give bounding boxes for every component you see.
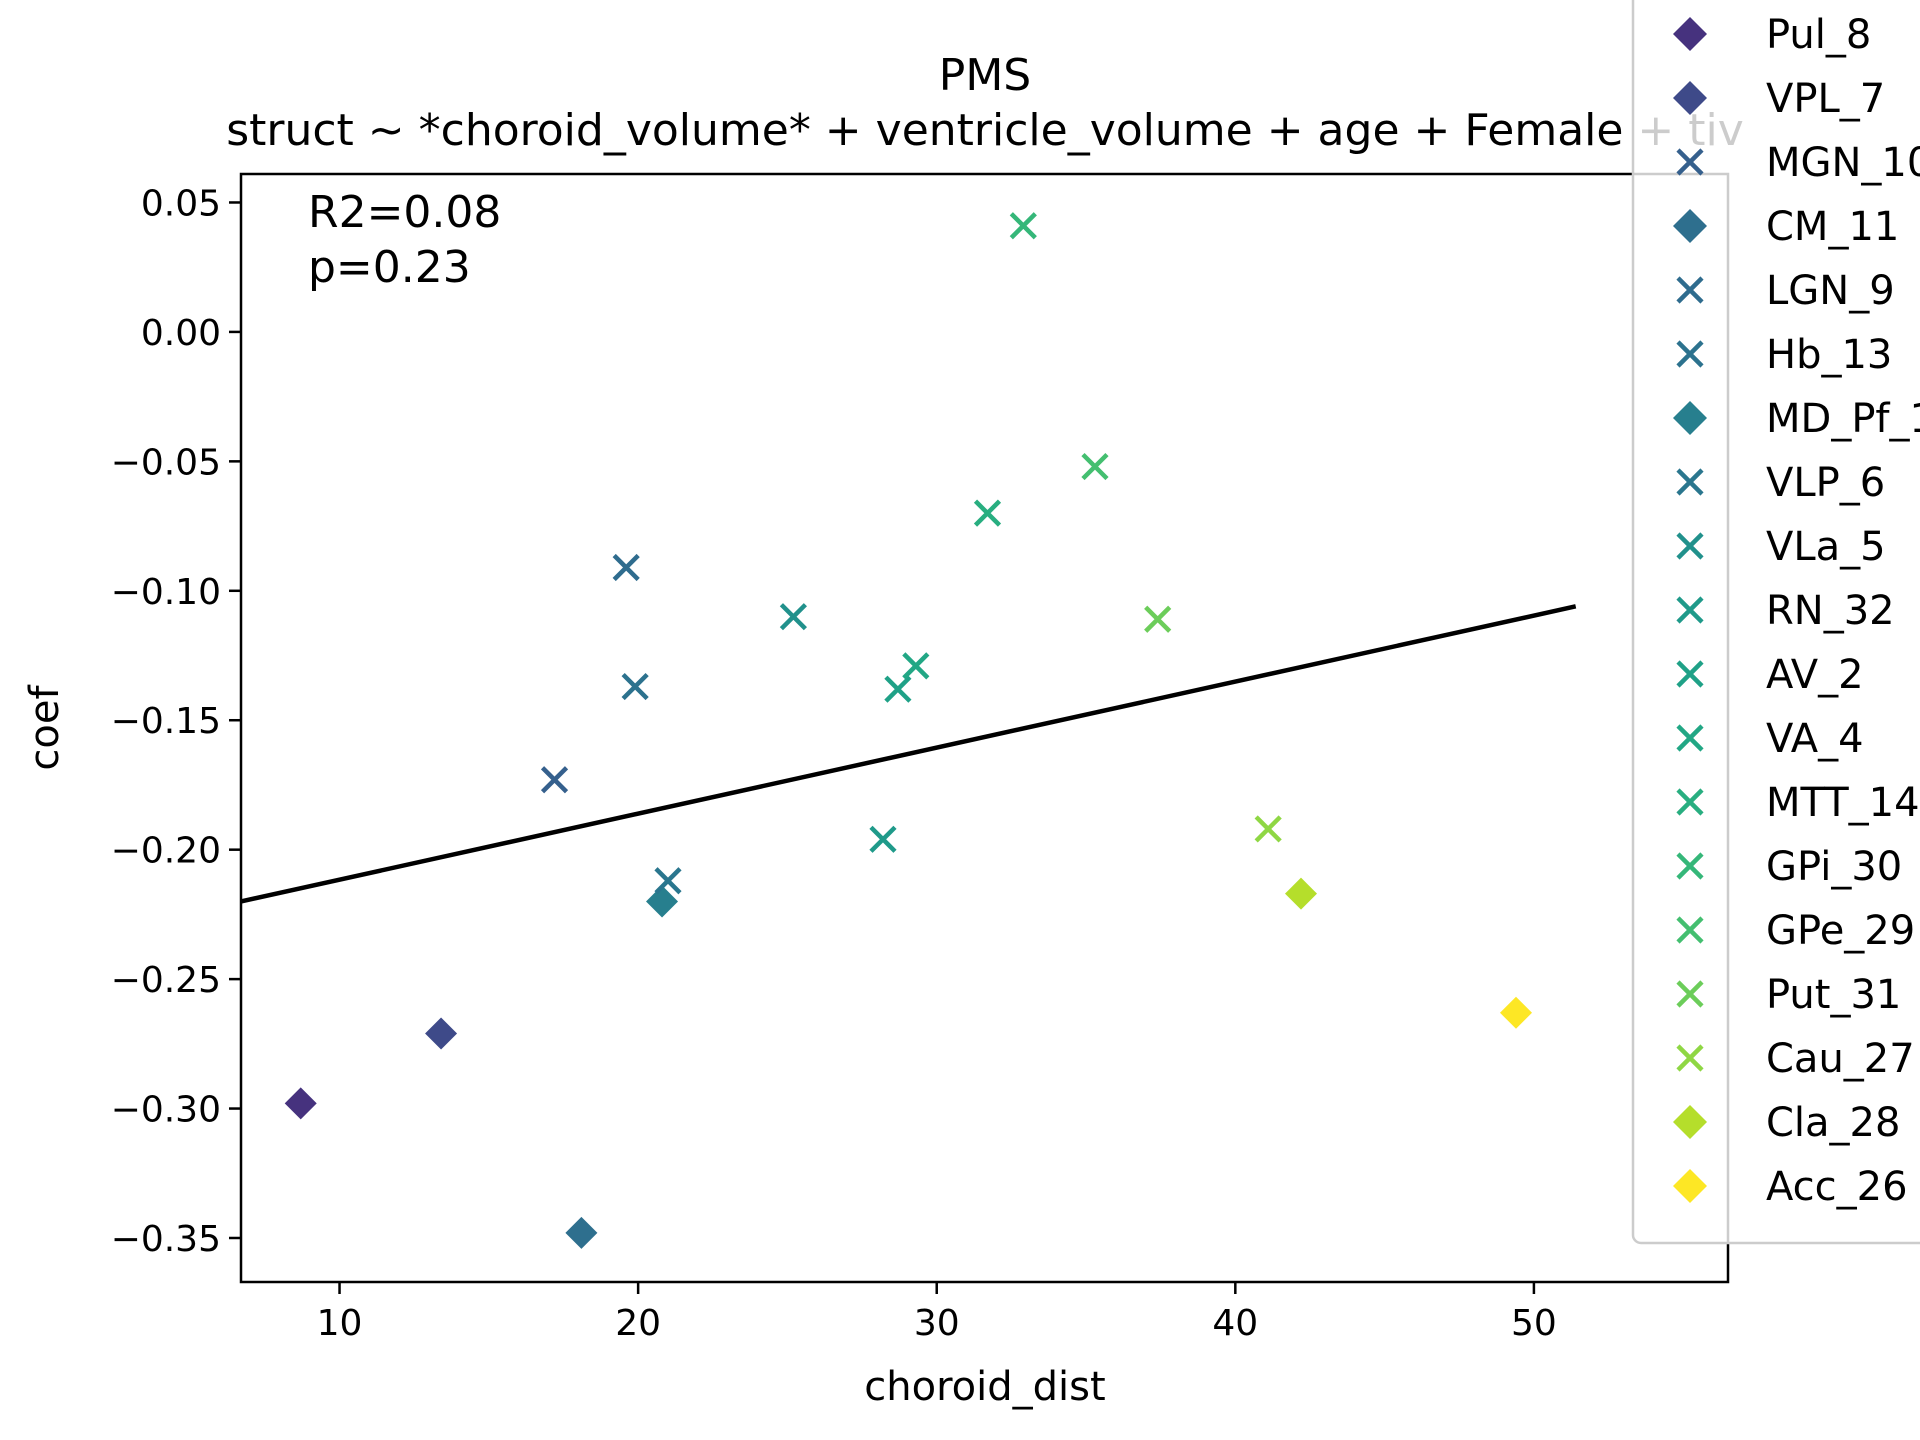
legend-label-cla-28: Cla_28: [1766, 1100, 1900, 1146]
legend-marker-cm-11: [1673, 209, 1707, 243]
data-point-rn-32: [869, 825, 897, 853]
y-tick-label: −0.35: [111, 1219, 221, 1260]
p-value-annotation: p=0.23: [308, 242, 471, 293]
legend: Pul_8 VPL_7 MGN_10 CM_11 LGN_9 Hb_13 MD_Pf_12 V…: [1631, 0, 1920, 1245]
x-tick-label: 50: [1511, 1303, 1557, 1344]
y-tick-label: 0.00: [141, 313, 221, 354]
legend-label-mgn-10: MGN_10: [1766, 140, 1920, 186]
legend-label-av-2: AV_2: [1766, 652, 1864, 698]
legend-label-lgn-9: LGN_9: [1766, 268, 1895, 314]
legend-marker-vlp-6: [1676, 468, 1704, 496]
legend-marker-gpi-30: [1676, 852, 1704, 880]
legend-marker-gpe-29: [1676, 916, 1704, 944]
legend-marker-pul-8: [1673, 17, 1707, 51]
legend-marker-md-pf-12: [1673, 401, 1707, 435]
data-point-pul-8: [284, 1087, 317, 1120]
legend-label-va-4: VA_4: [1766, 716, 1864, 762]
legend-label-vpl-7: VPL_7: [1766, 76, 1885, 122]
data-point-gpe-29: [1081, 452, 1109, 481]
legend-label-pul-8: Pul_8: [1766, 12, 1871, 58]
legend-label-gpi-30: GPi_30: [1766, 844, 1902, 890]
data-point-av-2: [884, 675, 912, 703]
legend-marker-rn-32: [1676, 596, 1704, 624]
legend-frame: [1631, 0, 1920, 1245]
chart-subtitle: struct ~ *choroid_volume* + ventricle_vo…: [226, 105, 1744, 156]
legend-marker-put-31: [1676, 980, 1704, 1008]
data-point-va-4: [902, 652, 930, 680]
legend-marker-acc-26: [1673, 1169, 1707, 1203]
y-tick-label: 0.05: [141, 183, 221, 224]
data-point-gpi-30: [1009, 212, 1037, 240]
data-point-vlp-6: [654, 867, 682, 895]
legend-marker-cau-27: [1676, 1044, 1704, 1072]
data-point-put-31: [1144, 605, 1172, 633]
legend-label-cm-11: CM_11: [1766, 204, 1899, 250]
y-tick-label: −0.05: [111, 442, 221, 483]
data-point-vpl-7: [425, 1017, 458, 1050]
x-axis-label: choroid_dist: [864, 1364, 1105, 1410]
x-tick-label: 30: [914, 1303, 960, 1344]
y-tick-label: −0.25: [111, 960, 221, 1001]
legend-marker-av-2: [1676, 660, 1704, 688]
legend-label-gpe-29: GPe_29: [1766, 908, 1915, 954]
data-point-cau-27: [1254, 815, 1282, 843]
legend-marker-vla-5: [1676, 532, 1704, 560]
data-point-hb-13: [621, 672, 649, 701]
y-axis: 0.05 0.00 −0.05 −0.10 −0.15 −0.20 −0.25 −0.30 −0…: [111, 183, 241, 1260]
legend-label-vlp-6: VLP_6: [1766, 460, 1885, 506]
legend-label-mtt-14: MTT_14: [1766, 780, 1920, 826]
x-tick-label: 20: [615, 1303, 661, 1344]
legend-label-rn-32: RN_32: [1766, 588, 1895, 634]
legend-marker-vpl-7: [1673, 81, 1707, 115]
data-point-lgn-9: [612, 553, 640, 582]
data-point-cla-28: [1285, 877, 1318, 910]
data-point-mgn-10: [540, 766, 569, 794]
legend-marker-cla-28: [1673, 1105, 1707, 1139]
legend-label-put-31: Put_31: [1766, 972, 1901, 1018]
r2-annotation: R2=0.08: [308, 187, 501, 238]
legend-label-md-pf-12: MD_Pf_12: [1766, 396, 1920, 442]
legend-marker-mgn-10: [1676, 148, 1704, 176]
data-point-acc-26: [1499, 996, 1532, 1029]
x-axis: 10 20 30 40 50: [317, 1282, 1557, 1344]
data-point-md-pf-12: [646, 885, 679, 918]
plot-area: [240, 212, 1577, 1249]
data-point-vla-5: [779, 603, 807, 631]
x-tick-label: 10: [317, 1303, 363, 1344]
regression-line: [240, 604, 1577, 904]
legend-label-cau-27: Cau_27: [1766, 1036, 1915, 1082]
legend-marker-lgn-9: [1676, 276, 1704, 304]
legend-label-hb-13: Hb_13: [1766, 332, 1892, 378]
legend-label-acc-26: Acc_26: [1766, 1164, 1908, 1210]
legend-label-vla-5: VLa_5: [1766, 524, 1886, 570]
legend-marker-hb-13: [1676, 340, 1704, 368]
y-tick-label: −0.10: [111, 572, 221, 613]
data-point-cm-11: [565, 1216, 598, 1249]
y-tick-label: −0.30: [111, 1090, 221, 1131]
y-axis-label: coef: [22, 685, 68, 771]
legend-marker-va-4: [1676, 724, 1704, 752]
y-tick-label: −0.15: [111, 701, 221, 742]
chart-title: PMS: [939, 50, 1031, 101]
data-point-mtt-14: [973, 499, 1002, 527]
x-tick-label: 40: [1212, 1303, 1258, 1344]
y-tick-label: −0.20: [111, 831, 221, 872]
legend-marker-mtt-14: [1676, 788, 1704, 816]
